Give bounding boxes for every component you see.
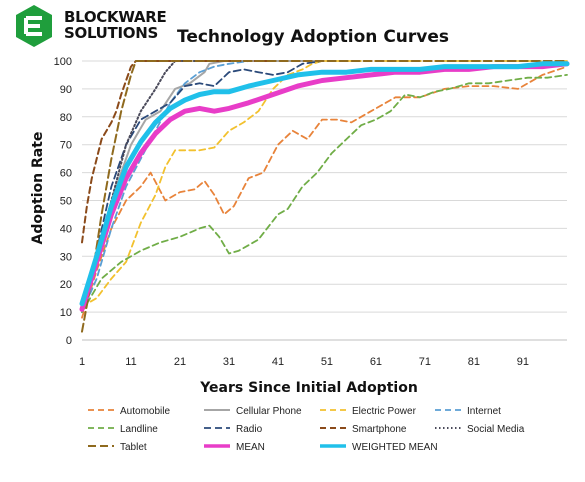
blockware-logo-icon (16, 5, 52, 47)
y-tick-label: 40 (60, 223, 72, 235)
legend-label: Cellular Phone (236, 406, 302, 417)
legend-label: Electric Power (352, 406, 417, 417)
y-tick-label: 70 (60, 140, 72, 152)
x-tick-label: 61 (370, 356, 382, 368)
y-tick-label: 80 (60, 112, 72, 124)
legend-label: Radio (236, 424, 263, 435)
y-tick-label: 10 (60, 307, 72, 319)
x-tick-labels: 1 11 21 31 41 51 61 71 81 91 (79, 356, 529, 368)
x-tick-label: 21 (174, 356, 186, 368)
brand-line-1: BLOCKWARE (64, 8, 167, 26)
legend-label: Smartphone (352, 424, 407, 435)
series-line-tablet (81, 60, 568, 333)
y-axis-label: Adoption Rate (30, 132, 46, 245)
series-line-automobile (81, 65, 568, 319)
x-tick-label: 31 (223, 356, 235, 368)
legend-label: Social Media (467, 424, 525, 435)
x-tick-label: 41 (272, 356, 284, 368)
x-tick-label: 81 (468, 356, 480, 368)
x-tick-label: 11 (125, 356, 136, 368)
y-tick-label: 90 (60, 84, 72, 96)
brand-name: BLOCKWARE SOLUTIONS (64, 8, 167, 42)
y-tick-label: 100 (54, 56, 72, 68)
legend-label: Landline (120, 424, 158, 435)
legend-label: Tablet (120, 442, 147, 453)
x-tick-label: 51 (321, 356, 333, 368)
series-line-weighted-mean (79, 61, 570, 307)
legend-label: Automobile (120, 406, 170, 417)
y-tick-label: 30 (60, 251, 72, 263)
chart-title: Technology Adoption Curves (177, 27, 449, 47)
x-tick-label: 71 (419, 356, 431, 368)
gridlines (82, 60, 567, 341)
y-tick-label: 20 (60, 279, 72, 291)
series-line-mean (79, 61, 570, 312)
legend: Automobile Cellular Phone Electric Power In… (88, 406, 525, 453)
brand-line-2: SOLUTIONS (64, 24, 158, 42)
legend-label: MEAN (236, 442, 265, 453)
y-tick-label: 60 (60, 168, 72, 180)
series-lines (79, 60, 570, 333)
series-line-radio (81, 60, 324, 308)
x-axis-label: Years Since Initial Adoption (199, 380, 418, 396)
series-line-landline (81, 74, 568, 314)
x-tick-label: 1 (79, 356, 85, 368)
legend-label: Internet (467, 406, 501, 417)
y-tick-label: 50 (60, 196, 72, 208)
x-tick-label: 91 (517, 356, 529, 368)
legend-label: WEIGHTED MEAN (352, 442, 438, 453)
y-tick-labels: 0 10 20 30 40 50 60 70 80 90 100 (54, 56, 72, 347)
series-line-electric-power (81, 60, 568, 308)
y-tick-label: 0 (66, 335, 72, 347)
